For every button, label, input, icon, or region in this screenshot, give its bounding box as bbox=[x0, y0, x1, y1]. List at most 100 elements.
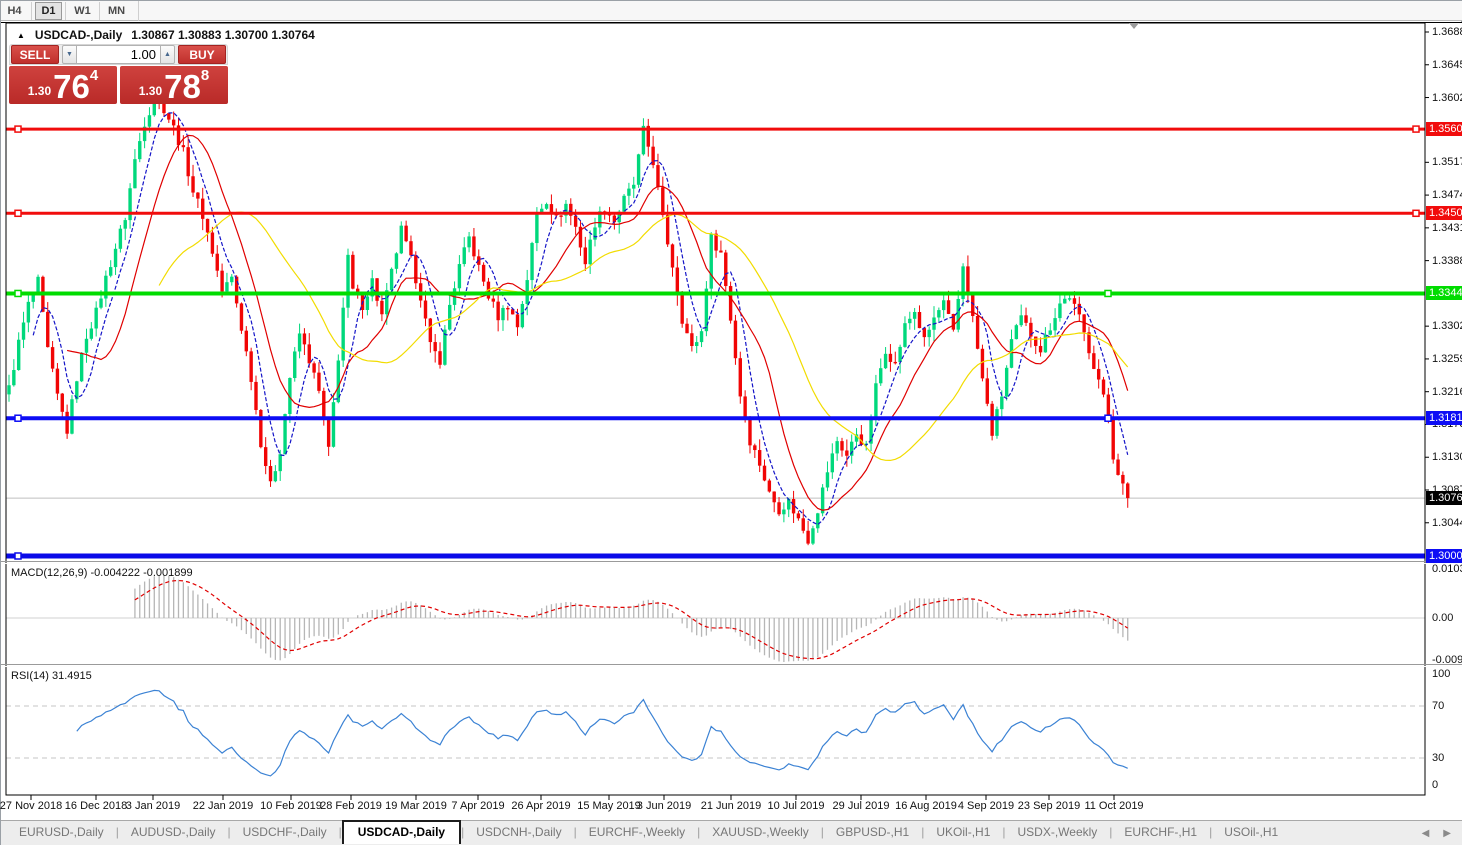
buy-price-box[interactable]: 1.30 78 8 bbox=[120, 66, 228, 104]
tab-divider: | bbox=[921, 825, 925, 839]
price-axis-label: 1.35170 bbox=[1432, 156, 1462, 169]
tab-ukoil-h1[interactable]: UKOil-,H1 bbox=[936, 825, 991, 839]
volume-increase-icon[interactable]: ▲ bbox=[160, 45, 175, 64]
rsi-indicator-label: RSI(14) 31.4915 bbox=[11, 670, 92, 682]
tab-divider: | bbox=[115, 825, 119, 839]
volume-decrease-icon[interactable]: ▼ bbox=[62, 45, 77, 64]
tab-usdx-weekly[interactable]: USDX-,Weekly bbox=[1017, 825, 1098, 839]
tab-usdcnh-daily[interactable]: USDCNH-,Daily bbox=[476, 825, 562, 839]
price-axis-label: 1.32590 bbox=[1432, 352, 1462, 365]
date-axis-label: 21 Jun 2019 bbox=[700, 800, 762, 812]
toolbar-group-divider bbox=[138, 0, 139, 21]
tab-divider: | bbox=[227, 825, 231, 839]
date-axis-label: 15 May 2019 bbox=[577, 800, 641, 812]
date-axis-label: 29 Jul 2019 bbox=[832, 800, 890, 812]
tab-usdchf-daily[interactable]: USDCHF-,Daily bbox=[242, 825, 327, 839]
tab-eurchf-h1[interactable]: EURCHF-,H1 bbox=[1124, 825, 1198, 839]
macd-axis-label: 0.00 bbox=[1432, 612, 1454, 624]
tab-scroll-left-icon[interactable]: ◀ bbox=[1421, 828, 1430, 839]
buy-price-prefix: 1.30 bbox=[138, 84, 163, 98]
tab-divider: | bbox=[1209, 825, 1213, 839]
tab-eurusd-daily[interactable]: EURUSD-,Daily bbox=[19, 825, 104, 839]
price-level-tag: 1.35606 bbox=[1426, 122, 1462, 137]
price-axis-label: 1.30440 bbox=[1432, 516, 1462, 529]
tab-eurchf-weekly[interactable]: EURCHF-,Weekly bbox=[588, 825, 686, 839]
price-axis-label: 1.36450 bbox=[1432, 58, 1462, 71]
date-axis-label: 28 Feb 2019 bbox=[320, 800, 382, 812]
timeframe-button-d1[interactable]: D1 bbox=[35, 1, 62, 20]
date-axis-label: 16 Dec 2018 bbox=[64, 800, 128, 812]
candlestick-chart[interactable] bbox=[1, 22, 1462, 845]
tab-scroll-controls: ◀ ▶ bbox=[1422, 828, 1451, 839]
volume-input[interactable]: 1.00 bbox=[77, 45, 160, 64]
sell-price-pips: 76 bbox=[53, 68, 90, 105]
price-axis-label: 1.34310 bbox=[1432, 221, 1462, 234]
buy-button[interactable]: BUY bbox=[178, 45, 226, 64]
price-axis-label: 1.33880 bbox=[1432, 254, 1462, 267]
toolbar-divider bbox=[99, 1, 100, 20]
price-level-tag: 1.33449 bbox=[1426, 286, 1462, 301]
tab-usoil-h1[interactable]: USOil-,H1 bbox=[1224, 825, 1279, 839]
timeframe-button-mn[interactable]: MN bbox=[107, 4, 126, 17]
date-axis-label: 3 Jan 2019 bbox=[125, 800, 181, 812]
current-price-tag: 1.30764 bbox=[1426, 491, 1462, 506]
chart-ohlc-values: 1.30867 1.30883 1.30700 1.30764 bbox=[131, 28, 315, 42]
buy-price-pips: 78 bbox=[164, 68, 201, 105]
date-axis-label: 19 Mar 2019 bbox=[385, 800, 447, 812]
macd-axis-label: 0.010311 bbox=[1432, 563, 1462, 575]
date-axis-label: 26 Apr 2019 bbox=[511, 800, 571, 812]
chart-symbol-label: USDCAD-,Daily bbox=[34, 28, 123, 42]
tab-divider: | bbox=[461, 825, 465, 839]
date-axis-label: 23 Sep 2019 bbox=[1017, 800, 1081, 812]
date-axis-label: 27 Nov 2018 bbox=[0, 800, 63, 812]
price-axis-label: 1.31300 bbox=[1432, 451, 1462, 464]
chart-window bbox=[1, 22, 1462, 845]
tab-gbpusd-h1[interactable]: GBPUSD-,H1 bbox=[835, 825, 910, 839]
date-axis-label: 16 Aug 2019 bbox=[895, 800, 957, 812]
tab-divider: | bbox=[820, 825, 824, 839]
chart-shift-marker-icon[interactable] bbox=[1129, 23, 1139, 29]
toolbar-divider bbox=[31, 1, 32, 20]
timeframe-button-w1[interactable]: W1 bbox=[74, 4, 91, 17]
date-axis-label: 4 Sep 2019 bbox=[957, 800, 1015, 812]
macd-main-value: -0.004222 bbox=[90, 567, 141, 579]
price-axis-label: 1.34740 bbox=[1432, 189, 1462, 202]
volume-stepper: ▼ 1.00 ▲ bbox=[62, 45, 175, 64]
one-click-trading-widget: SELL ▼ 1.00 ▲ BUY 1.30 76 4 1.30 78 8 bbox=[9, 44, 228, 104]
tab-audusd-daily[interactable]: AUDUSD-,Daily bbox=[130, 825, 216, 839]
macd-indicator-label: MACD(12,26,9) -0.004222 -0.001899 bbox=[11, 567, 193, 579]
tab-divider: | bbox=[338, 825, 342, 839]
toolbar-divider bbox=[65, 1, 66, 20]
price-axis-label: 1.33020 bbox=[1432, 320, 1462, 333]
tab-divider: | bbox=[1109, 825, 1113, 839]
date-axis-label: 11 Oct 2019 bbox=[1084, 800, 1144, 812]
tab-xauusd-weekly[interactable]: XAUUSD-,Weekly bbox=[712, 825, 809, 839]
sell-price-point: 4 bbox=[89, 67, 99, 84]
symbol-tab-bar: EURUSD-,Daily | AUDUSD-,Daily | USDCHF-,Dail… bbox=[1, 820, 1462, 845]
date-axis-label: 3 Jun 2019 bbox=[636, 800, 692, 812]
tab-scroll-right-icon[interactable]: ▶ bbox=[1443, 828, 1451, 839]
sell-button[interactable]: SELL bbox=[11, 45, 59, 64]
date-axis-label: 10 Jul 2019 bbox=[767, 800, 825, 812]
rsi-axis-label: 30 bbox=[1432, 752, 1445, 764]
collapse-trade-panel-icon[interactable]: ▲ bbox=[17, 30, 25, 40]
tab-usdcad-daily[interactable]: USDCAD-,Daily bbox=[341, 820, 462, 845]
rsi-axis-label: 0 bbox=[1432, 779, 1439, 791]
price-level-tag: 1.30004 bbox=[1426, 549, 1462, 563]
date-axis-label: 7 Apr 2019 bbox=[451, 800, 505, 812]
chart-title: ▲ USDCAD-,Daily 1.30867 1.30883 1.30700 … bbox=[17, 28, 315, 42]
rsi-axis-label: 70 bbox=[1432, 700, 1445, 712]
sell-price-box[interactable]: 1.30 76 4 bbox=[9, 66, 117, 104]
tab-divider: | bbox=[1002, 825, 1006, 839]
rsi-axis-label: 100 bbox=[1432, 668, 1451, 680]
macd-signal-value: -0.001899 bbox=[143, 567, 193, 579]
price-axis-label: 1.36880 bbox=[1432, 26, 1462, 38]
tab-divider: | bbox=[697, 825, 701, 839]
tab-divider: | bbox=[573, 825, 577, 839]
timeframe-button-h4[interactable]: H4 bbox=[7, 4, 22, 17]
date-axis-label: 22 Jan 2019 bbox=[192, 800, 254, 812]
price-level-tag: 1.31812 bbox=[1426, 411, 1462, 426]
date-axis-label: 10 Feb 2019 bbox=[260, 800, 322, 812]
